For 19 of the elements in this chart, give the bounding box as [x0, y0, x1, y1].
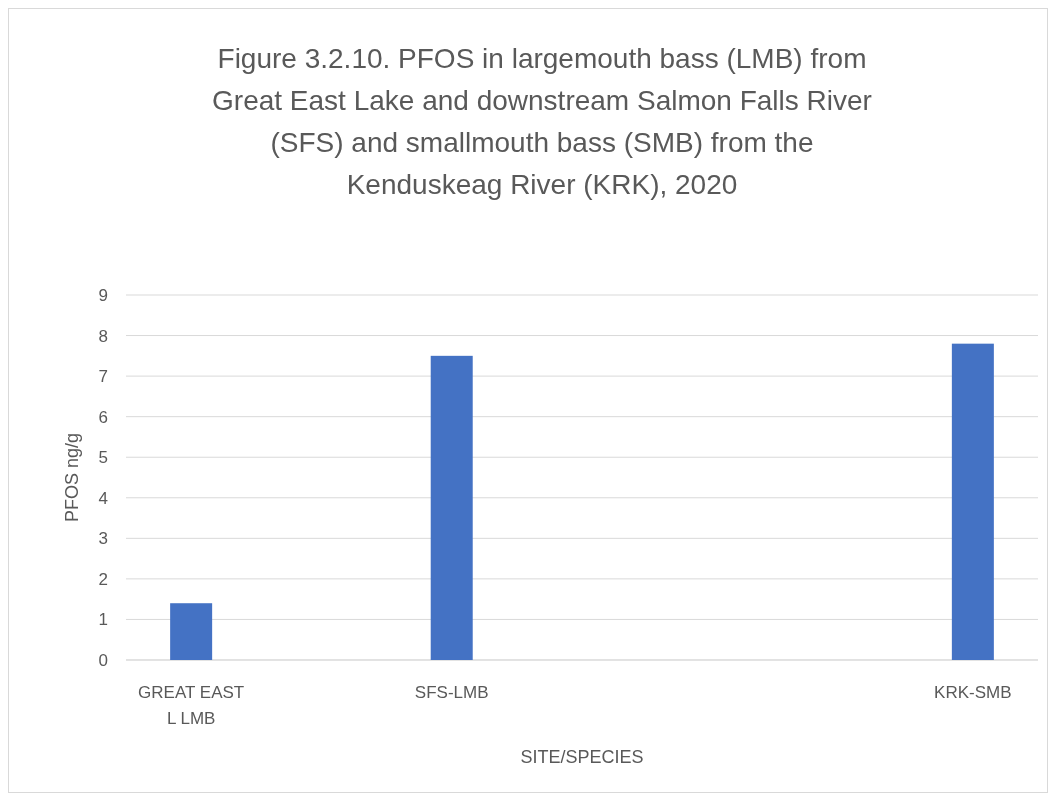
x-tick-label: KRK-SMB [934, 683, 1012, 702]
bar [430, 355, 473, 660]
y-tick-label: 6 [98, 407, 108, 427]
x-tick-label: GREAT EAST L LMB [138, 683, 245, 728]
x-tick-label: SFS-LMB [414, 683, 489, 702]
y-axis-title: PFOS ng/g [62, 432, 82, 523]
y-tick-label: 0 [98, 650, 108, 670]
bar [170, 603, 213, 660]
y-tick-label: 9 [98, 285, 108, 305]
y-tick-label: 4 [98, 488, 108, 508]
y-tick-label: 5 [98, 448, 108, 468]
y-tick-label: 8 [98, 326, 108, 346]
bar [951, 343, 994, 660]
y-tick-label: 1 [98, 610, 108, 630]
y-tick-label: 7 [98, 367, 108, 387]
chart-title: Figure 3.2.10. PFOS in largemouth bass (LMB) from Great East Lake and downstream Salmon Falls River (SFS) and smallmouth bass (SMB) from the Kenduskeag River (KRK), 2020 [212, 43, 872, 200]
y-tick-label: 3 [98, 529, 108, 549]
y-tick-label: 2 [98, 569, 108, 589]
x-axis-title: SITE/SPECIES [520, 747, 644, 767]
